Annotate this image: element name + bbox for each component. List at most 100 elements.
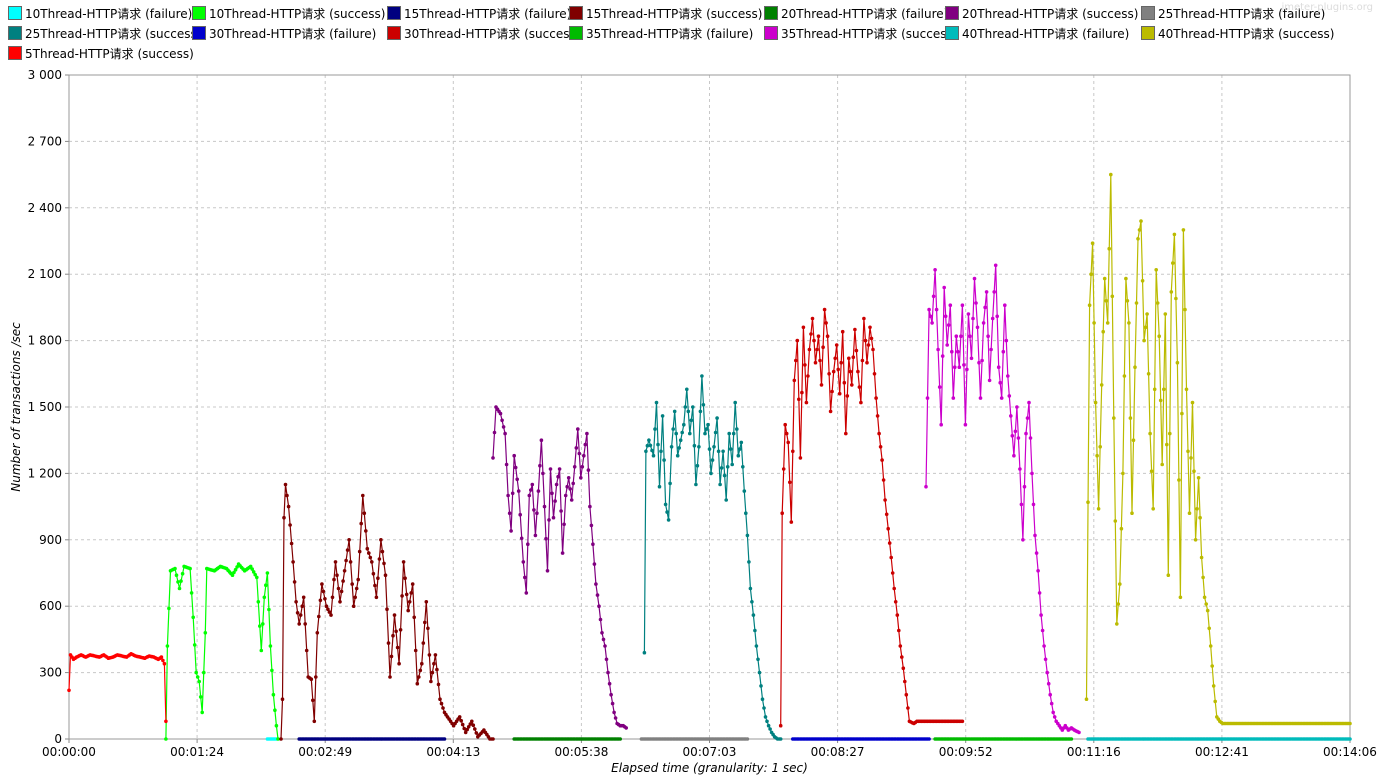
- data-point: [159, 655, 164, 659]
- data-point: [738, 447, 742, 451]
- data-point: [707, 447, 712, 451]
- data-point: [538, 463, 542, 468]
- data-point: [539, 438, 544, 443]
- data-point: [460, 722, 465, 727]
- data-point: [1109, 172, 1113, 177]
- data-point: [368, 555, 373, 560]
- data-point: [943, 314, 948, 319]
- data-point: [706, 422, 710, 427]
- data-point: [874, 396, 878, 400]
- data-point: [712, 445, 716, 449]
- data-point: [1158, 398, 1163, 403]
- data-point: [406, 608, 411, 613]
- data-point: [410, 582, 415, 586]
- data-point: [459, 718, 464, 723]
- data-point: [1015, 405, 1019, 409]
- data-point: [931, 294, 936, 299]
- data-point: [417, 675, 421, 679]
- data-point: [1172, 232, 1177, 237]
- data-point: [262, 595, 267, 600]
- data-point: [267, 607, 271, 612]
- data-point: [733, 400, 737, 405]
- data-point: [656, 442, 660, 447]
- data-point: [523, 575, 527, 580]
- data-point: [1348, 737, 1352, 741]
- data-point: [232, 570, 236, 575]
- data-point: [747, 560, 751, 564]
- data-point: [1145, 312, 1149, 316]
- data-point: [722, 473, 727, 478]
- series-line: [1084, 172, 1352, 726]
- data-point: [574, 446, 579, 450]
- data-point: [735, 427, 739, 431]
- data-point: [663, 502, 668, 507]
- data-point: [1098, 445, 1102, 449]
- data-point: [280, 697, 285, 701]
- data-point: [868, 325, 872, 330]
- legend-label: 40Thread-HTTP请求 (success): [1158, 26, 1335, 41]
- data-point: [1162, 387, 1166, 392]
- data-point: [974, 301, 978, 305]
- data-point: [427, 653, 432, 657]
- data-point: [780, 511, 784, 515]
- data-point: [715, 416, 719, 420]
- data-point: [303, 622, 308, 626]
- legend-label: 35Thread-HTTP请求 (failure): [586, 26, 754, 41]
- data-point: [783, 422, 787, 427]
- data-point: [283, 482, 288, 487]
- legend-swatch: [945, 6, 959, 20]
- data-point: [572, 465, 577, 469]
- y-axis-title: Number of transactions /sec: [9, 322, 23, 492]
- data-point: [1198, 515, 1202, 520]
- data-point: [345, 548, 350, 552]
- data-point: [686, 409, 691, 414]
- data-point: [604, 657, 609, 662]
- data-point: [892, 586, 896, 591]
- data-point: [756, 657, 760, 662]
- data-point: [585, 431, 589, 436]
- data-point: [701, 403, 706, 407]
- data-point: [987, 378, 992, 383]
- data-point: [412, 615, 417, 620]
- data-point: [833, 356, 837, 361]
- data-point: [1190, 400, 1195, 405]
- data-point: [1007, 394, 1012, 398]
- data-point: [382, 561, 386, 566]
- data-point: [610, 701, 615, 706]
- data-point: [886, 526, 890, 531]
- data-point: [273, 708, 277, 712]
- data-point: [470, 719, 474, 724]
- legend-item: 10Thread-HTTP请求 (failure): [8, 3, 192, 23]
- data-point: [928, 314, 933, 319]
- data-point: [1149, 469, 1154, 474]
- data-point: [389, 654, 394, 659]
- data-point: [984, 290, 989, 294]
- data-point: [853, 327, 857, 332]
- data-point: [397, 661, 401, 666]
- data-point: [689, 418, 694, 423]
- data-point: [1052, 715, 1057, 719]
- y-tick-label: 3 000: [28, 68, 62, 82]
- data-point: [1181, 228, 1186, 232]
- data-point: [321, 589, 326, 594]
- data-point: [579, 476, 583, 480]
- data-point: [248, 564, 253, 569]
- data-point: [1125, 299, 1130, 303]
- data-point: [778, 723, 783, 728]
- data-point: [188, 566, 192, 571]
- data-point: [580, 465, 585, 469]
- data-point: [975, 325, 980, 330]
- y-tick-label: 2 400: [28, 201, 62, 215]
- y-tick-label: 900: [39, 533, 62, 547]
- data-point: [781, 467, 786, 471]
- data-point: [1189, 456, 1193, 460]
- watermark: jmeter-plugins.org: [1281, 2, 1373, 13]
- data-point: [791, 449, 795, 454]
- data-point: [180, 571, 185, 576]
- data-point: [753, 628, 757, 633]
- data-point: [857, 385, 862, 389]
- data-point: [559, 509, 563, 513]
- data-point: [1348, 721, 1352, 726]
- data-point: [645, 443, 650, 448]
